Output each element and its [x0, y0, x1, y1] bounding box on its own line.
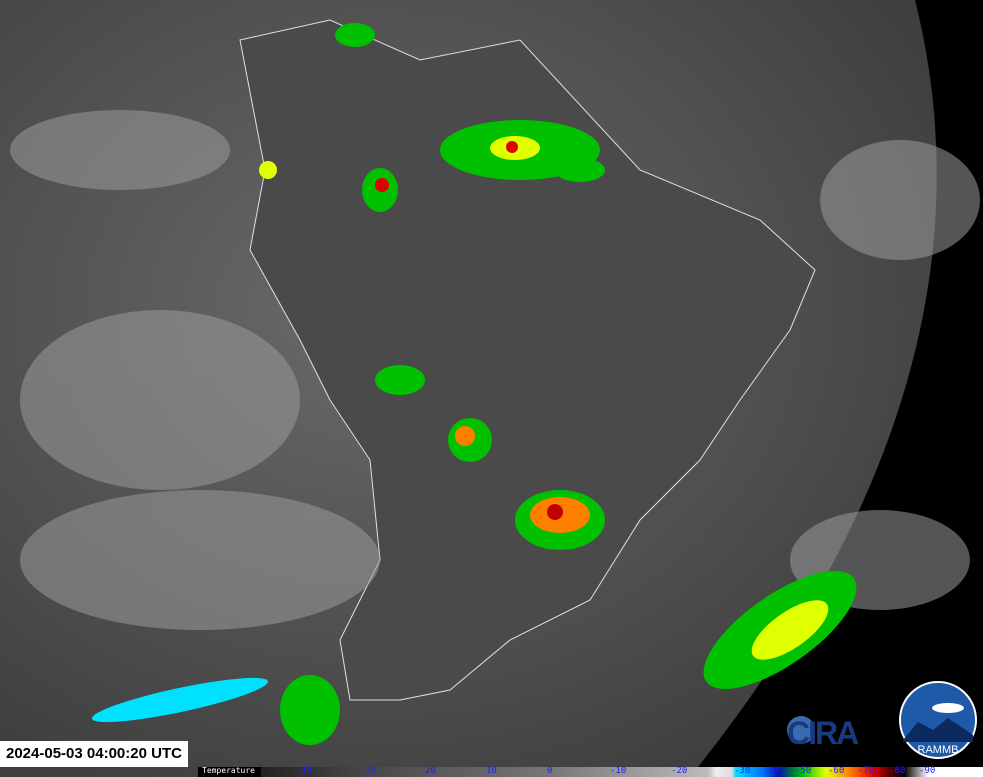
colorbar-label: -90 — [919, 766, 936, 776]
cloud-features — [10, 110, 980, 630]
agency-logos: CIRA RAMMB — [787, 681, 977, 759]
colorbar-label: -50 — [795, 766, 812, 776]
timestamp-label: 2024-05-03 04:00:20 UTC — [0, 741, 188, 767]
colorbar-label: 30 — [365, 766, 376, 776]
colorbar-label: -10 — [610, 766, 627, 776]
storm-cells — [91, 23, 857, 745]
colorbar-label: 0 — [547, 766, 553, 776]
svg-text:RAMMB: RAMMB — [918, 744, 959, 756]
colorbar-label: -20 — [671, 766, 688, 776]
colorbar-label: -40 — [765, 766, 782, 776]
colorbar-label: 10 — [486, 766, 497, 776]
colorbar-label: -30 — [734, 766, 751, 776]
colorbar-label: -70 — [858, 766, 875, 776]
colorbar-label: 20 — [425, 766, 436, 776]
rammb-logo: RAMMB — [899, 681, 977, 759]
cira-logo: CIRA — [787, 715, 861, 751]
temperature-colorbar: Temperature 40 30 20 10 0 -10 -20 -30 -4… — [198, 766, 983, 777]
colorbar-title: Temperature — [202, 766, 255, 775]
colorbar-label: -80 — [889, 766, 906, 776]
colorbar-label: -60 — [828, 766, 845, 776]
svg-text:CIRA: CIRA — [787, 715, 859, 751]
colorbar-label: 40 — [301, 766, 312, 776]
